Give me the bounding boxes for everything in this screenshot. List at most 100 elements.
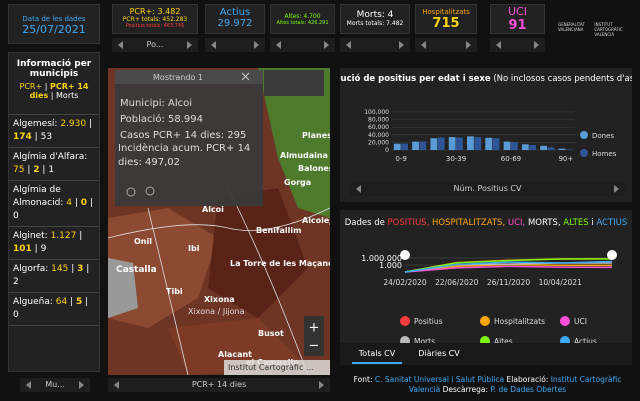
y-tick-label: 0 bbox=[385, 147, 389, 154]
chart-title: Dades de POSITIUS, HOSPITALITZATS, UCI, … bbox=[345, 218, 628, 228]
title: Distribució de positius per edat i sexe bbox=[340, 73, 491, 84]
footer-part: Elaboració: bbox=[506, 375, 549, 384]
zoom-out[interactable]: − bbox=[309, 339, 320, 354]
morts: 1 bbox=[48, 165, 55, 175]
title-part: HOSPITALITZATS, bbox=[432, 218, 505, 228]
tab[interactable]: Diàries CV bbox=[418, 349, 460, 358]
bar bbox=[467, 136, 474, 150]
bar bbox=[412, 141, 419, 150]
attribution-bg bbox=[224, 360, 330, 375]
pcr14: 3 bbox=[77, 264, 84, 274]
bar bbox=[474, 137, 482, 150]
map-label: Tibi bbox=[166, 287, 183, 296]
bar bbox=[456, 137, 463, 150]
morts-nav[interactable] bbox=[340, 38, 410, 52]
morts: 9 bbox=[40, 244, 47, 254]
uci-label: UCI bbox=[508, 5, 527, 18]
legend-label: Homes bbox=[592, 150, 617, 158]
region bbox=[108, 258, 138, 318]
legend-label: Actius bbox=[574, 337, 597, 346]
map-label: Onil bbox=[134, 237, 152, 246]
nav-label: Mu... bbox=[45, 380, 65, 389]
name: Algorfa: bbox=[13, 264, 49, 274]
logo-gva: GENERALITAT VALENCIANA bbox=[558, 22, 585, 32]
icon[interactable] bbox=[145, 186, 155, 196]
age-nav[interactable]: Núm. Positius CV bbox=[350, 182, 625, 196]
hosp-label: Hospitalitzats bbox=[422, 8, 470, 16]
popup-line: Casos PCR+ 14 dies: 295 bbox=[120, 130, 246, 141]
sep: | bbox=[85, 297, 89, 307]
footer: Font: C. Sanitat Universal i Salut Públi… bbox=[345, 375, 630, 395]
map-label: Xixona bbox=[204, 295, 235, 304]
range-handle[interactable] bbox=[400, 250, 410, 260]
range-handle[interactable] bbox=[607, 250, 617, 260]
legend-pcr: PCR+ bbox=[19, 82, 43, 91]
map-label: La Torre de les Maçanes bbox=[230, 259, 330, 268]
morts: 2 bbox=[13, 277, 19, 287]
pcr: 2.930 bbox=[60, 119, 87, 129]
map: Alcoi Planes Almudaina Gorga Balones Ben… bbox=[108, 68, 330, 375]
municipi: Algemesí: 2.930 | 174 | 53 bbox=[9, 115, 99, 148]
footer-part: C. Sanitat Universal i Salut Pública bbox=[374, 375, 505, 384]
actius-panel: Actius 29.972 bbox=[205, 4, 265, 34]
altes-nav[interactable] bbox=[270, 38, 335, 52]
popup-close[interactable] bbox=[241, 72, 250, 81]
municipi: Algímia de Almonacid: 4 | 0 | 0 bbox=[9, 181, 99, 227]
sep: | bbox=[44, 82, 48, 91]
map-label: Ibi bbox=[188, 244, 200, 253]
tab[interactable]: Totals CV bbox=[358, 349, 396, 358]
map-label: Planes bbox=[302, 131, 330, 140]
bar bbox=[521, 144, 529, 150]
morts: 0 bbox=[13, 211, 19, 221]
legend-label: Altes bbox=[494, 337, 513, 346]
bar bbox=[430, 138, 438, 150]
bar bbox=[529, 145, 537, 150]
footer-part: P. de Dades Obertes bbox=[490, 385, 567, 394]
pcr-nav[interactable]: Po... bbox=[112, 38, 198, 52]
pcr14: 0 bbox=[80, 198, 88, 208]
name: Algímia d'Alfara: bbox=[13, 152, 88, 162]
legend-marker bbox=[400, 316, 410, 326]
zoom[interactable] bbox=[304, 316, 324, 356]
municipis-legend: PCR+ | PCR+ 14 dies | Morts bbox=[9, 82, 99, 100]
popup-line: Incidència acum. PCR+ 14 dies: 497,02 bbox=[118, 143, 251, 168]
municipis-nav[interactable]: Mu... bbox=[20, 378, 90, 392]
bar bbox=[503, 141, 511, 150]
actius-nav[interactable] bbox=[205, 38, 265, 52]
popup-title: Mostrando 1 bbox=[153, 73, 203, 82]
pcr: 4 bbox=[66, 198, 72, 208]
footer-part: Font: bbox=[353, 375, 373, 384]
y-tick-label: 1.000.000 bbox=[361, 254, 402, 263]
logo-icv: INSTITUT CARTOGRÀFIC VALENCIÀ bbox=[594, 22, 623, 37]
legend-label: Hospitalitzats bbox=[494, 317, 545, 326]
uci-nav[interactable] bbox=[490, 38, 545, 52]
actius-label: Actius bbox=[219, 7, 251, 18]
map-label: Busot bbox=[258, 329, 284, 338]
icon[interactable] bbox=[126, 187, 136, 197]
map-nav[interactable]: PCR+ 14 dies bbox=[108, 378, 330, 392]
legend-label: Positius bbox=[414, 317, 443, 326]
zoom-in[interactable]: + bbox=[309, 321, 320, 336]
y-tick-label: 1.000 bbox=[379, 261, 402, 270]
legend-label: Dones bbox=[592, 132, 614, 140]
date-panel: Data de les dades 25/07/2021 bbox=[8, 4, 100, 44]
title-part: UCI, bbox=[508, 218, 525, 228]
series-line bbox=[404, 265, 613, 273]
x-tick-label: 90+ bbox=[558, 155, 573, 163]
map-label: Gorga bbox=[284, 178, 311, 187]
y-tick-label: 60,000 bbox=[368, 124, 389, 131]
map-tools[interactable] bbox=[264, 70, 324, 96]
footer-part: Institut Cartogràfic Valencià bbox=[408, 375, 622, 394]
chart-title: Distribució de positius per edat i sexe … bbox=[340, 73, 632, 84]
sep: | bbox=[27, 165, 31, 175]
pcr14: 174 bbox=[13, 132, 32, 142]
sep: | bbox=[34, 244, 38, 254]
x-tick-label: 60-69 bbox=[501, 155, 521, 163]
x-tick-label: 24/02/2020 bbox=[383, 278, 426, 287]
sep: | bbox=[70, 297, 74, 307]
title-part: i bbox=[591, 218, 593, 228]
hosp-nav[interactable] bbox=[415, 38, 477, 52]
x-label: Núm. Positius CV bbox=[453, 184, 522, 193]
pcr: 145 bbox=[51, 264, 69, 274]
morts: 0 bbox=[13, 310, 19, 320]
